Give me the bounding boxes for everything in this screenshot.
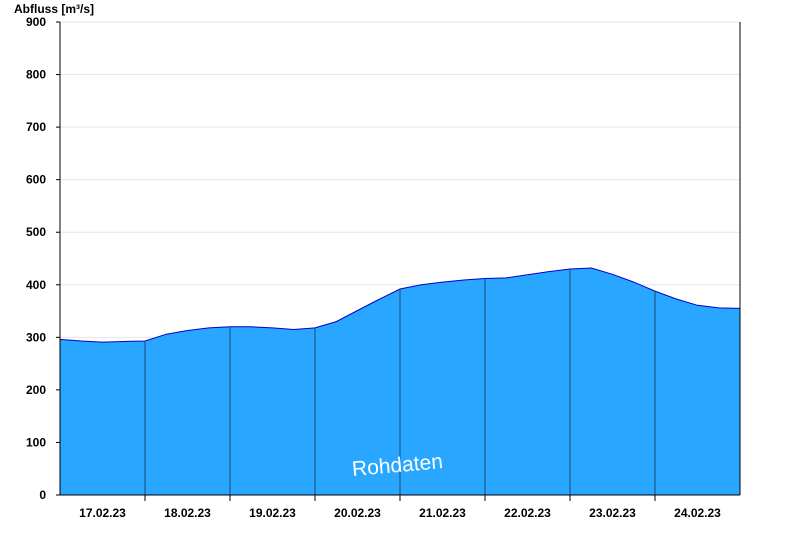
x-tick-label: 20.02.23	[334, 506, 381, 520]
y-tick-label: 800	[26, 68, 46, 82]
y-tick-label: 100	[26, 435, 46, 449]
x-tick-label: 22.02.23	[504, 506, 551, 520]
y-tick-label: 400	[26, 278, 46, 292]
x-tick-label: 23.02.23	[589, 506, 636, 520]
y-tick-label: 600	[26, 173, 46, 187]
x-tick-label: 19.02.23	[249, 506, 296, 520]
y-tick-label: 500	[26, 225, 46, 239]
x-tick-label: 24.02.23	[674, 506, 721, 520]
y-tick-label: 0	[39, 488, 46, 502]
y-tick-label: 700	[26, 120, 46, 134]
y-axis-title: Abfluss [m³/s]	[14, 2, 94, 16]
x-tick-label: 17.02.23	[79, 506, 126, 520]
x-tick-label: 21.02.23	[419, 506, 466, 520]
y-tick-label: 300	[26, 330, 46, 344]
y-tick-label: 200	[26, 383, 46, 397]
y-tick-label: 900	[26, 15, 46, 29]
x-tick-label: 18.02.23	[164, 506, 211, 520]
